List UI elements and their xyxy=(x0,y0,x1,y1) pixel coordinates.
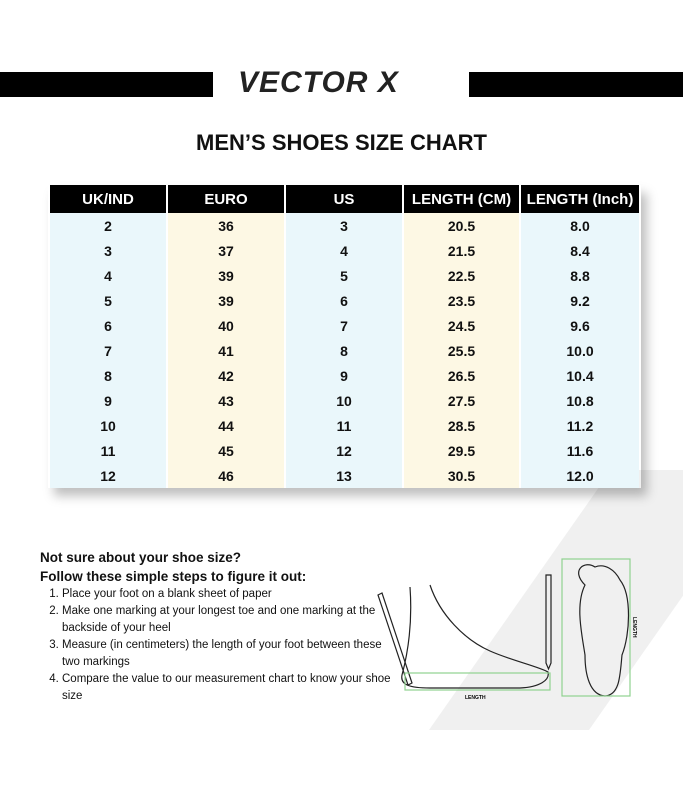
step-item: Place your foot on a blank sheet of pape… xyxy=(62,586,402,603)
table-cell: 12.0 xyxy=(521,463,639,488)
table-cell: 8 xyxy=(286,338,402,363)
step-item: Measure (in centimeters) the length of y… xyxy=(62,637,402,671)
table-row: 3 37 4 21.5 8.4 xyxy=(50,238,639,263)
sole-length-guide xyxy=(561,558,631,697)
table-cell: 2 xyxy=(50,213,166,238)
table-cell: 25.5 xyxy=(404,338,519,363)
table-cell: 9.2 xyxy=(521,288,639,313)
table-row: 11 45 12 29.5 11.6 xyxy=(50,438,639,463)
table-cell: 10 xyxy=(286,388,402,413)
table-row: 12 46 13 30.5 12.0 xyxy=(50,463,639,488)
table-cell: 10 xyxy=(50,413,166,438)
brand-logo: VECTOR X xyxy=(238,66,399,99)
table-row: 9 43 10 27.5 10.8 xyxy=(50,388,639,413)
pencil-right-icon xyxy=(545,574,552,671)
table-cell: 40 xyxy=(168,313,284,338)
size-table: UK/IND EURO US LENGTH (CM) LENGTH (Inch) 2 36… xyxy=(48,185,641,488)
table-cell: 21.5 xyxy=(404,238,519,263)
table-cell: 10.0 xyxy=(521,338,639,363)
table-cell: 3 xyxy=(50,238,166,263)
table-cell: 3 xyxy=(286,213,402,238)
table-cell: 36 xyxy=(168,213,284,238)
table-cell: 10.4 xyxy=(521,363,639,388)
table-cell: 11 xyxy=(50,438,166,463)
foot-measure-illustration: LENGTH LENGTH xyxy=(377,558,637,701)
table-cell: 8.8 xyxy=(521,263,639,288)
table-cell: 37 xyxy=(168,238,284,263)
column-header: LENGTH (CM) xyxy=(404,185,519,213)
length-label-vertical: LENGTH xyxy=(631,617,637,638)
table-cell: 8.4 xyxy=(521,238,639,263)
column-header: US xyxy=(286,185,402,213)
table-cell: 45 xyxy=(168,438,284,463)
column-header: UK/IND xyxy=(50,185,166,213)
table-cell: 12 xyxy=(50,463,166,488)
table-cell: 30.5 xyxy=(404,463,519,488)
table-cell: 6 xyxy=(50,313,166,338)
page-title: MEN’S SHOES SIZE CHART xyxy=(196,130,487,155)
table-cell: 4 xyxy=(50,263,166,288)
step-item: Make one marking at your longest toe and… xyxy=(62,603,402,637)
step-item: Compare the value to our measurement cha… xyxy=(62,671,402,705)
table-cell: 43 xyxy=(168,388,284,413)
table-cell: 42 xyxy=(168,363,284,388)
table-cell: 22.5 xyxy=(404,263,519,288)
table-cell: 6 xyxy=(286,288,402,313)
table-cell: 4 xyxy=(286,238,402,263)
table-cell: 44 xyxy=(168,413,284,438)
table-row: 7 41 8 25.5 10.0 xyxy=(50,338,639,363)
table-cell: 5 xyxy=(286,263,402,288)
help-subheading: Follow these simple steps to figure it o… xyxy=(40,569,307,584)
table-cell: 13 xyxy=(286,463,402,488)
foot-side-icon xyxy=(401,584,549,689)
table-row: 8 42 9 26.5 10.4 xyxy=(50,363,639,388)
table-row: 2 36 3 20.5 8.0 xyxy=(50,213,639,238)
header-bar-right xyxy=(469,72,683,97)
table-row: 6 40 7 24.5 9.6 xyxy=(50,313,639,338)
table-cell: 12 xyxy=(286,438,402,463)
table-cell: 8.0 xyxy=(521,213,639,238)
foot-sole-icon xyxy=(578,564,630,697)
column-header: LENGTH (Inch) xyxy=(521,185,639,213)
table-cell: 46 xyxy=(168,463,284,488)
help-section: Not sure about your shoe size? Follow th… xyxy=(40,548,306,586)
table-cell: 7 xyxy=(286,313,402,338)
table-cell: 8 xyxy=(50,363,166,388)
table-cell: 23.5 xyxy=(404,288,519,313)
table-cell: 27.5 xyxy=(404,388,519,413)
table-cell: 7 xyxy=(50,338,166,363)
table-cell: 9.6 xyxy=(521,313,639,338)
length-guide xyxy=(404,672,551,691)
length-label: LENGTH xyxy=(465,695,486,701)
steps-list: Place your foot on a blank sheet of pape… xyxy=(45,586,402,705)
table-row: 4 39 5 22.5 8.8 xyxy=(50,263,639,288)
table-row: 5 39 6 23.5 9.2 xyxy=(50,288,639,313)
table-cell: 39 xyxy=(168,288,284,313)
header-bar-left xyxy=(0,72,213,97)
help-heading: Not sure about your shoe size? xyxy=(40,550,242,565)
table-cell: 10.8 xyxy=(521,388,639,413)
pencil-left-icon xyxy=(377,592,413,686)
table-cell: 29.5 xyxy=(404,438,519,463)
table-header: UK/IND EURO US LENGTH (CM) LENGTH (Inch) xyxy=(50,185,639,213)
table-cell: 5 xyxy=(50,288,166,313)
table-row: 10 44 11 28.5 11.2 xyxy=(50,413,639,438)
table-cell: 11.2 xyxy=(521,413,639,438)
table-cell: 41 xyxy=(168,338,284,363)
table-cell: 28.5 xyxy=(404,413,519,438)
table-cell: 11.6 xyxy=(521,438,639,463)
table-cell: 9 xyxy=(50,388,166,413)
table-cell: 24.5 xyxy=(404,313,519,338)
table-cell: 39 xyxy=(168,263,284,288)
table-cell: 9 xyxy=(286,363,402,388)
column-header: EURO xyxy=(168,185,284,213)
table-cell: 11 xyxy=(286,413,402,438)
table-cell: 20.5 xyxy=(404,213,519,238)
table-cell: 26.5 xyxy=(404,363,519,388)
